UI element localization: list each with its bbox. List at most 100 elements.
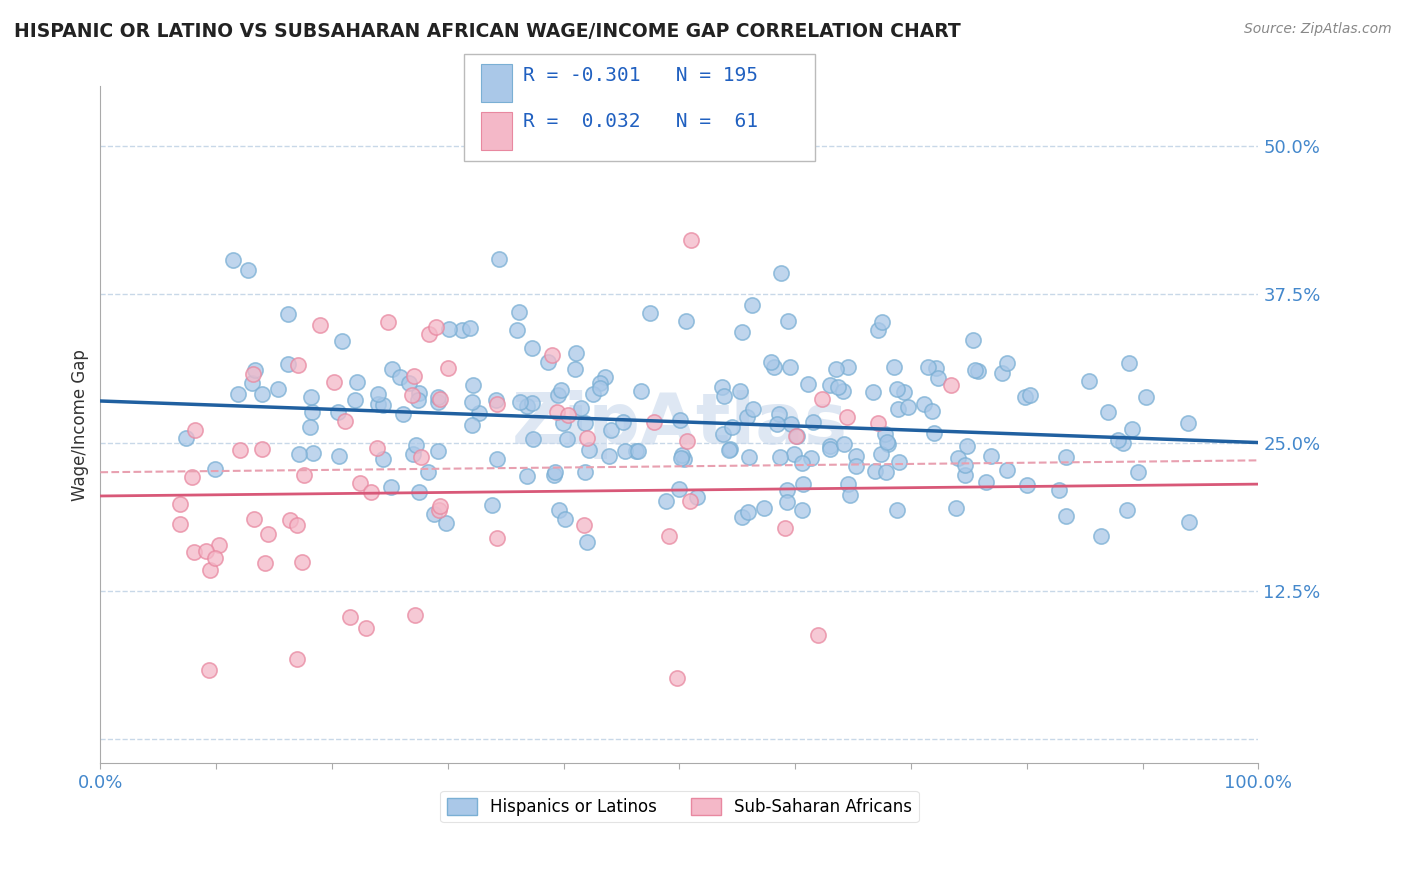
Point: [887, 455, 910, 469]
Point: [322, 376, 344, 390]
Point: [886, 382, 908, 396]
Point: [574, 465, 596, 479]
Point: [779, 360, 801, 375]
Point: [416, 466, 439, 480]
Point: [564, 361, 586, 376]
Point: [893, 385, 915, 400]
Point: [738, 450, 761, 464]
Point: [461, 418, 484, 433]
Point: [718, 442, 741, 457]
Point: [997, 463, 1019, 477]
Text: R = -0.301   N = 195: R = -0.301 N = 195: [523, 66, 758, 86]
Point: [486, 397, 509, 411]
Point: [792, 502, 814, 516]
Point: [242, 512, 264, 526]
Point: [870, 447, 893, 461]
Point: [288, 447, 311, 461]
Point: [548, 503, 571, 517]
Point: [427, 503, 450, 517]
Point: [537, 355, 560, 369]
Point: [1078, 374, 1101, 388]
Point: [277, 307, 299, 321]
Point: [328, 449, 350, 463]
Point: [169, 497, 191, 511]
Point: [741, 401, 763, 416]
Point: [612, 415, 634, 429]
Point: [543, 468, 565, 483]
Point: [875, 466, 897, 480]
Point: [404, 607, 426, 622]
Text: Source: ZipAtlas.com: Source: ZipAtlas.com: [1244, 22, 1392, 37]
Point: [782, 447, 804, 461]
Point: [291, 556, 314, 570]
Point: [229, 442, 252, 457]
Point: [1116, 503, 1139, 517]
Point: [267, 382, 290, 396]
Point: [877, 437, 900, 451]
Point: [835, 409, 858, 424]
Point: [883, 360, 905, 375]
Point: [839, 487, 862, 501]
Point: [557, 408, 579, 422]
Point: [515, 468, 537, 483]
Text: R =  0.032   N =  61: R = 0.032 N = 61: [523, 112, 758, 131]
Point: [886, 503, 908, 517]
Text: HISPANIC OR LATINO VS SUBSAHARAN AFRICAN WAGE/INCOME GAP CORRELATION CHART: HISPANIC OR LATINO VS SUBSAHARAN AFRICAN…: [14, 22, 960, 41]
Point: [1112, 436, 1135, 450]
Point: [505, 323, 527, 337]
Point: [862, 385, 884, 400]
Point: [1107, 433, 1129, 447]
Point: [1047, 483, 1070, 498]
Point: [786, 429, 808, 443]
Point: [626, 443, 648, 458]
Point: [366, 441, 388, 455]
Point: [287, 358, 309, 372]
Point: [256, 527, 278, 541]
Point: [820, 378, 842, 392]
Point: [285, 518, 308, 533]
Point: [681, 233, 703, 247]
Point: [801, 415, 824, 429]
Point: [371, 451, 394, 466]
Point: [845, 449, 868, 463]
Point: [547, 388, 569, 402]
Point: [980, 449, 1002, 463]
Point: [381, 362, 404, 376]
Point: [925, 361, 948, 376]
Point: [516, 399, 538, 413]
Point: [309, 318, 332, 332]
Point: [863, 464, 886, 478]
Point: [1177, 416, 1199, 430]
Point: [766, 417, 789, 431]
Point: [824, 362, 846, 376]
Point: [183, 545, 205, 559]
Point: [401, 447, 423, 461]
Point: [917, 359, 939, 374]
Point: [1178, 515, 1201, 529]
Point: [360, 484, 382, 499]
Point: [711, 427, 734, 442]
Point: [333, 414, 356, 428]
Point: [181, 470, 204, 484]
Point: [776, 494, 799, 508]
Point: [569, 401, 592, 416]
Point: [437, 322, 460, 336]
Point: [392, 407, 415, 421]
Point: [371, 399, 394, 413]
Point: [398, 376, 420, 390]
Point: [945, 500, 967, 515]
Point: [807, 628, 830, 642]
Point: [897, 401, 920, 415]
Point: [731, 510, 754, 524]
Point: [962, 333, 984, 347]
Point: [401, 388, 423, 402]
Point: [613, 443, 636, 458]
Point: [718, 443, 741, 458]
Point: [627, 444, 650, 458]
Point: [638, 306, 661, 320]
Point: [778, 313, 800, 327]
Point: [873, 426, 896, 441]
Point: [468, 407, 491, 421]
Point: [367, 397, 389, 411]
Point: [673, 452, 696, 467]
